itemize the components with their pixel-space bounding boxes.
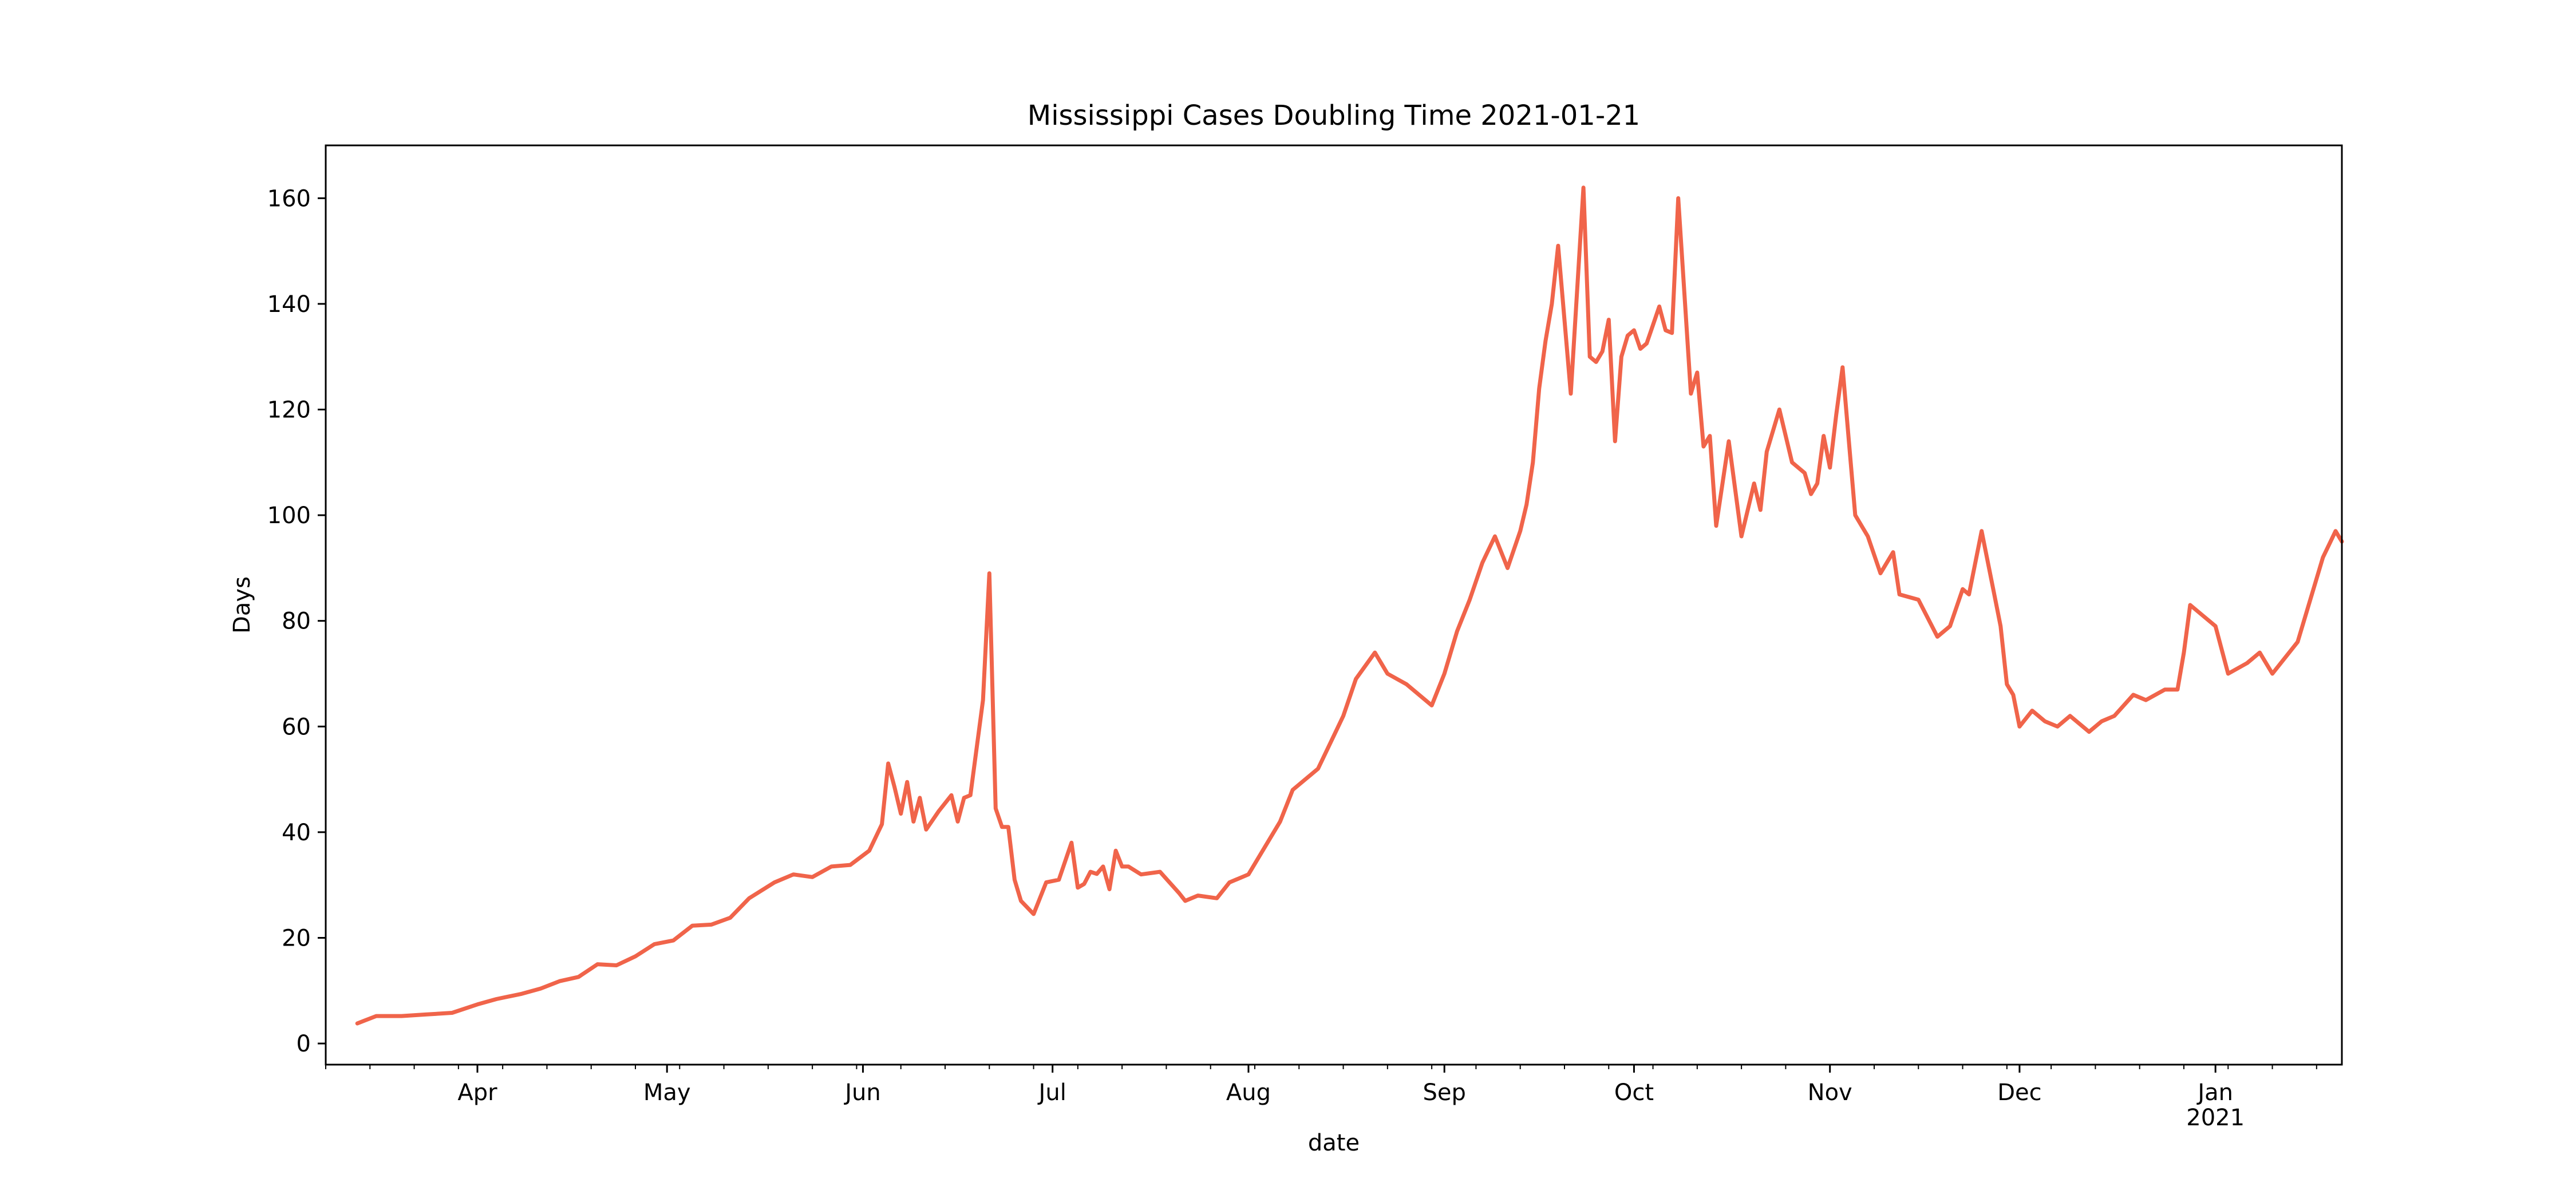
y-tick-label: 0 (297, 1031, 311, 1057)
y-tick-label: 80 (282, 608, 311, 635)
x-tick-label: May (643, 1080, 691, 1106)
y-tick-label: 20 (282, 925, 311, 951)
x-tick-label: Jul (1037, 1080, 1066, 1106)
x-tick-label: Dec (1997, 1080, 2041, 1106)
x-tick-label: Oct (1614, 1080, 1654, 1106)
y-tick-label: 100 (267, 503, 311, 529)
plot-area-frame (325, 144, 2343, 1066)
x-tick-sublabel: 2021 (2186, 1105, 2245, 1131)
x-tick-label: Jan (2196, 1080, 2233, 1106)
y-axis-label: Days (229, 576, 255, 634)
x-tick-label: Apr (457, 1080, 497, 1106)
x-tick-label: Aug (1226, 1080, 1271, 1106)
y-tick-label: 60 (282, 714, 311, 740)
chart-title: Mississippi Cases Doubling Time 2021-01-… (1028, 100, 1640, 132)
y-tick-label: 40 (282, 820, 311, 846)
y-tick-label: 160 (267, 185, 311, 212)
x-tick-label: Nov (1808, 1080, 1852, 1106)
series-line (355, 185, 2344, 1026)
y-axis-ticks: 0 20 40 60 80 100 120 140 160 (267, 185, 326, 1057)
x-axis-label: date (1308, 1130, 1360, 1156)
y-tick-label: 120 (267, 397, 311, 423)
x-tick-label: Sep (1423, 1080, 1466, 1106)
y-tick-label: 140 (267, 291, 311, 318)
x-tick-label: Jun (843, 1080, 881, 1106)
